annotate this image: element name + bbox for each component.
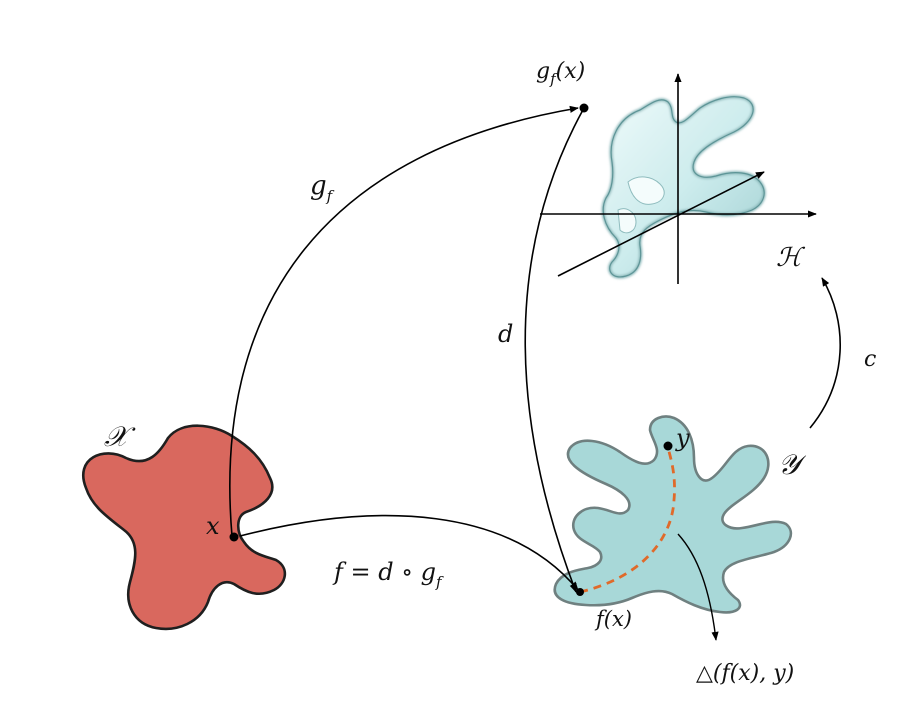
label-map-g: gf	[310, 171, 335, 205]
label-point-x: x	[206, 512, 220, 540]
label-loss: △(f(x), y)	[696, 661, 794, 686]
label-map-c: c	[864, 347, 876, 372]
label-space-h: ℋ	[776, 243, 806, 273]
point-y-dot	[663, 441, 673, 451]
label-point-fx: f(x)	[594, 607, 632, 631]
label-composition-main: f = d ∘ g	[332, 558, 436, 586]
space-h-axes	[540, 73, 817, 284]
label-space-x: 𝒳	[104, 420, 136, 453]
space-h-surface	[601, 95, 766, 279]
geodesic-dashed-path	[579, 447, 676, 594]
label-composition: f = d ∘ gf	[332, 558, 444, 591]
space-x-blob	[82, 424, 287, 631]
label-map-d: d	[498, 320, 513, 348]
map-f-arrow	[239, 514, 579, 591]
label-composition-sub: f	[435, 573, 444, 591]
label-map-g-sub: f	[326, 187, 335, 205]
map-d-arrow	[524, 107, 585, 593]
map-g-arrow	[229, 105, 579, 537]
label-space-y: 𝒴	[778, 448, 807, 481]
label-point-gx-arg: (x)	[556, 59, 586, 84]
label-point-gx-sub: f	[549, 70, 558, 88]
point-gx-dot	[579, 103, 589, 113]
label-point-gx-main: g	[536, 59, 550, 84]
point-x-dot	[229, 532, 239, 542]
map-c-arrow	[809, 277, 841, 429]
label-point-gx: gf(x)	[536, 59, 585, 88]
point-fx-dot	[576, 588, 584, 596]
loss-pointer-arrow	[677, 533, 719, 641]
label-map-g-main: g	[310, 171, 327, 201]
label-point-y: y	[675, 424, 690, 452]
